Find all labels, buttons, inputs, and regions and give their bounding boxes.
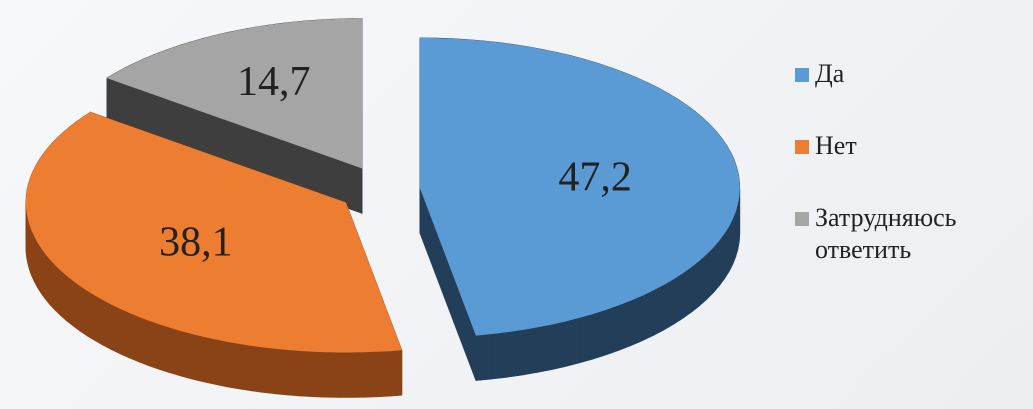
slice-side (506, 329, 523, 378)
slice-side (388, 349, 403, 397)
slice-side (713, 239, 721, 294)
slice-side (180, 330, 193, 380)
slice-side (592, 309, 607, 360)
slice-side (202, 336, 215, 385)
slice-side (536, 324, 552, 373)
slice-side (139, 316, 150, 367)
slice-side (630, 295, 643, 347)
slice-side (109, 73, 114, 122)
slice-side (44, 253, 51, 306)
slice-side (642, 289, 654, 342)
slice-side (682, 266, 693, 319)
slice-side (86, 290, 96, 342)
slice (106, 18, 363, 214)
slice-side (653, 284, 665, 336)
slice-side (735, 204, 739, 257)
slice-side (159, 323, 171, 374)
slice-side (521, 327, 537, 376)
slice (25, 111, 403, 398)
slice-side (312, 351, 326, 398)
slice-side (673, 272, 684, 325)
slice-side (94, 295, 104, 346)
slice-side (728, 218, 734, 272)
slice-side (274, 348, 288, 396)
slice-side (111, 304, 121, 355)
slice-side (31, 230, 35, 282)
slice-side (60, 269, 67, 322)
slice-side (129, 312, 140, 363)
slice-top (106, 18, 363, 169)
legend-label: Затрудняюсь ответить (815, 203, 957, 264)
slice-side (663, 278, 675, 331)
slice-side (49, 258, 56, 311)
slice-side (287, 349, 301, 397)
legend-item: Да (795, 58, 1025, 90)
slice-top (25, 112, 402, 353)
legend-item: Затрудняюсь ответить (795, 202, 1025, 266)
legend-swatch (795, 212, 809, 226)
slice-side (719, 232, 726, 287)
slice-side (226, 341, 239, 390)
slice-side (72, 280, 81, 332)
slice-side (214, 338, 227, 388)
slice-side (29, 224, 33, 277)
slice-side (732, 211, 737, 265)
legend: Да Нет Затрудняюсь ответить (795, 58, 1025, 306)
slice (419, 37, 741, 381)
slice-side (699, 253, 708, 307)
slice-side (37, 241, 42, 295)
legend-item: Нет (795, 130, 1025, 162)
slice-side (54, 264, 61, 317)
slice-top (419, 37, 740, 336)
slice-side (350, 351, 365, 398)
slice-side (338, 352, 352, 398)
slice-side (363, 351, 377, 398)
legend-swatch (795, 68, 809, 82)
slice-side (262, 347, 276, 395)
slice-side (299, 350, 314, 398)
slice-side (325, 351, 339, 398)
slice-side (191, 333, 204, 383)
legend-label: Да (815, 59, 845, 88)
slice-side (106, 75, 111, 124)
slice-side (148, 320, 160, 370)
slice-side (120, 308, 130, 359)
data-label: 14,7 (237, 59, 311, 105)
slice-side (605, 304, 619, 356)
slice-side (706, 246, 715, 300)
slice-side (565, 317, 580, 367)
data-label: 47,2 (558, 154, 632, 200)
slice-side (169, 327, 182, 377)
slice-side (475, 333, 492, 381)
slice-side (550, 321, 566, 371)
slice-side (79, 285, 88, 337)
slice-side (579, 313, 594, 364)
slice-side (34, 236, 38, 288)
legend-label: Нет (815, 131, 857, 160)
slice-side (238, 343, 251, 392)
slice-side (691, 259, 701, 313)
slice-side (724, 225, 730, 280)
legend-swatch (795, 140, 809, 154)
slice-side (102, 299, 112, 351)
data-label: 38,1 (159, 219, 233, 265)
slice-side (66, 275, 74, 327)
slice-side (40, 247, 46, 300)
slice-side (376, 350, 390, 398)
slice-side (491, 331, 508, 380)
slice-side (618, 300, 632, 351)
slice-side (250, 345, 264, 393)
